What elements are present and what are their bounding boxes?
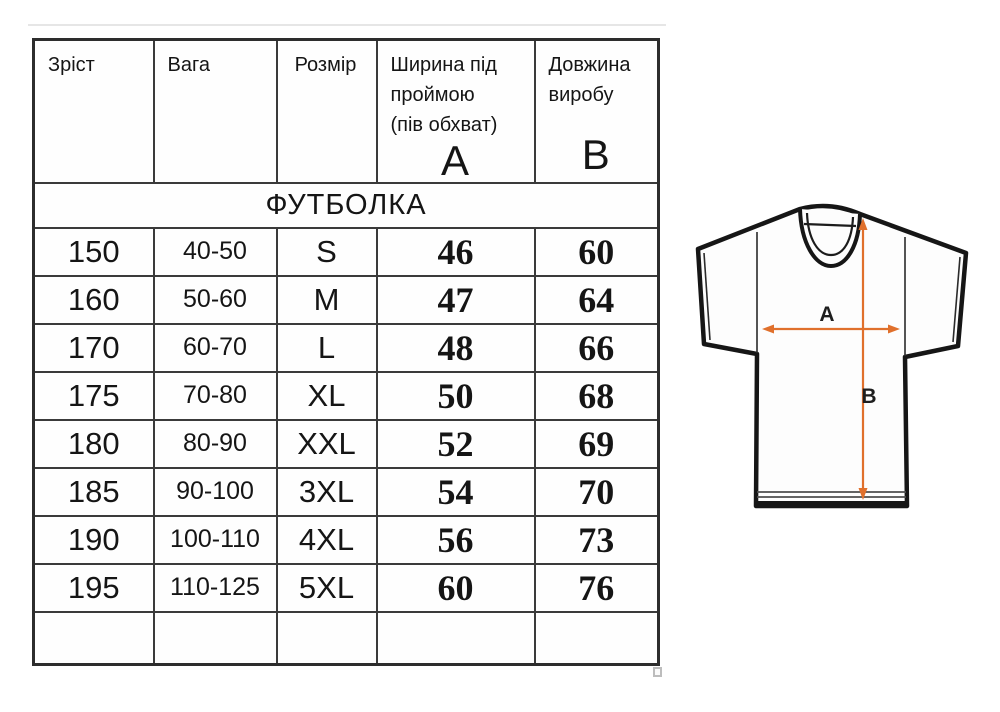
cell-size: L — [275, 322, 378, 373]
cell-height: 170 — [32, 322, 155, 373]
cell-weight: 70-80 — [152, 370, 278, 421]
cell-length-b: 66 — [533, 322, 660, 373]
cell-width-a: 52 — [375, 418, 536, 469]
cell-size: 5XL — [275, 562, 378, 613]
table-row: 190 100-110 4XL 56 73 — [32, 514, 660, 565]
cell-width-a: 50 — [375, 370, 536, 421]
cell-height: 175 — [32, 370, 155, 421]
size-chart-table: Зріст Вага Розмір Ширина під проймою (пі… — [32, 38, 660, 666]
header-letter-a: А — [440, 137, 469, 183]
cell-empty — [152, 610, 278, 666]
diagram-label-a: A — [819, 303, 834, 326]
cell-weight: 110-125 — [152, 562, 278, 613]
cell-weight: 50-60 — [152, 274, 278, 325]
measure-arrow-a — [762, 324, 900, 334]
section-title: ФУТБОЛКА — [32, 181, 660, 229]
measure-arrow-b — [858, 218, 868, 500]
header-cell-width-a: Ширина під проймою (пів обхват) А — [375, 38, 536, 184]
cell-width-a: 54 — [375, 466, 536, 517]
header-size-label: Розмір — [294, 54, 357, 76]
cell-length-b: 76 — [533, 562, 660, 613]
table-row-empty — [32, 610, 660, 666]
header-width-line1: Ширина під — [390, 54, 497, 76]
cell-weight: 60-70 — [152, 322, 278, 373]
diagram-label-b: B — [861, 385, 876, 408]
cell-length-b: 64 — [533, 274, 660, 325]
cell-size: XXL — [275, 418, 378, 469]
sleeve-seam-right — [952, 256, 961, 343]
cell-empty — [533, 610, 660, 666]
cell-height: 190 — [32, 514, 155, 565]
header-width-line2: проймою — [390, 84, 475, 106]
header-length-lines: Довжина виробу — [549, 50, 654, 110]
sleeve-seam-left — [703, 252, 711, 341]
cell-size: M — [275, 274, 378, 325]
cell-empty — [375, 610, 536, 666]
header-length-block: Довжина виробу В — [537, 42, 657, 180]
cell-size: XL — [275, 370, 378, 421]
cell-empty — [32, 610, 155, 666]
collar-inner — [805, 212, 855, 257]
tshirt-measurement-diagram: A B — [695, 203, 969, 509]
section-title-row: ФУТБОЛКА — [32, 181, 660, 229]
header-length-line1: Довжина — [548, 54, 631, 76]
collar-outer — [798, 208, 862, 269]
table-row: 195 110-125 5XL 60 76 — [32, 562, 660, 613]
table-row: 175 70-80 XL 50 68 — [32, 370, 660, 421]
cell-height: 195 — [32, 562, 155, 613]
tshirt-outline — [695, 203, 969, 509]
cell-size: S — [275, 226, 378, 277]
cell-length-b: 70 — [533, 466, 660, 517]
cell-width-a: 60 — [375, 562, 536, 613]
cell-height: 185 — [32, 466, 155, 517]
header-cell-size: Розмір — [275, 38, 378, 184]
cell-size: 3XL — [275, 466, 378, 517]
cell-width-a: 47 — [375, 274, 536, 325]
cell-weight: 40-50 — [152, 226, 278, 277]
cell-length-b: 68 — [533, 370, 660, 421]
table-row: 180 80-90 XXL 52 69 — [32, 418, 660, 469]
cell-width-a: 56 — [375, 514, 536, 565]
cell-weight: 100-110 — [152, 514, 278, 565]
header-cell-height: Зріст — [32, 38, 155, 184]
cell-height: 150 — [32, 226, 155, 277]
table-row: 150 40-50 S 46 60 — [32, 226, 660, 277]
cell-size: 4XL — [275, 514, 378, 565]
header-cell-length-b: Довжина виробу В — [533, 38, 660, 184]
cell-weight: 90-100 — [152, 466, 278, 517]
table-header-row: Зріст Вага Розмір Ширина під проймою (пі… — [32, 38, 660, 184]
cell-length-b: 60 — [533, 226, 660, 277]
header-cell-weight: Вага — [152, 38, 278, 184]
cell-height: 160 — [32, 274, 155, 325]
header-letter-b: В — [581, 131, 610, 178]
cell-height: 180 — [32, 418, 155, 469]
header-height-label: Зріст — [48, 54, 95, 76]
collar-back-line — [803, 222, 857, 228]
header-length-line2: виробу — [548, 84, 614, 106]
resize-handle-icon — [653, 667, 662, 677]
table-row: 185 90-100 3XL 54 70 — [32, 466, 660, 517]
divider-line — [28, 24, 666, 26]
cell-width-a: 46 — [375, 226, 536, 277]
cell-empty — [275, 610, 378, 666]
header-width-block: Ширина під проймою (пів обхват) А — [379, 42, 533, 183]
header-width-line3: (пів обхват) — [390, 114, 498, 136]
header-weight-label: Вага — [167, 54, 210, 76]
cell-length-b: 73 — [533, 514, 660, 565]
header-width-lines: Ширина під проймою (пів обхват) — [391, 50, 530, 140]
table-row: 170 60-70 L 48 66 — [32, 322, 660, 373]
cell-weight: 80-90 — [152, 418, 278, 469]
cell-length-b: 69 — [533, 418, 660, 469]
table-row: 160 50-60 M 47 64 — [32, 274, 660, 325]
cell-width-a: 48 — [375, 322, 536, 373]
